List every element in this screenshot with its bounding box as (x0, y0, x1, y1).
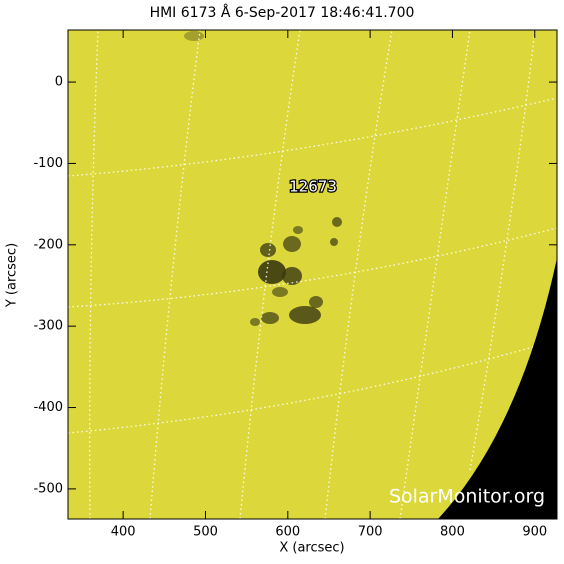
y-tick-label: 0 (55, 75, 63, 90)
x-tick-label: 900 (522, 525, 547, 540)
off-disk-space (438, 258, 557, 519)
x-tick-label: 800 (440, 525, 465, 540)
x-tick-label: 600 (275, 525, 300, 540)
chart-title: HMI 6173 Å 6-Sep-2017 18:46:41.700 (150, 4, 415, 21)
plot-frame (67, 29, 558, 520)
x-axis-label: X (arcsec) (279, 541, 344, 556)
x-tick-label: 500 (193, 525, 218, 540)
y-axis-label: Y (arcsec) (5, 243, 20, 308)
y-tick-label: -300 (33, 319, 63, 334)
y-tick-label: -400 (33, 400, 63, 415)
y-tick-label: -500 (33, 481, 63, 496)
coordinate-grid (67, 29, 558, 520)
sunspots (184, 31, 342, 326)
y-tick-label: -200 (33, 237, 63, 252)
watermark: SolarMonitor.org (389, 486, 545, 508)
region-label: 12673 (289, 178, 337, 196)
solar-disk-image (68, 30, 557, 519)
y-tick-label: -100 (33, 156, 63, 171)
x-tick-label: 400 (111, 525, 136, 540)
x-tick-label: 700 (358, 525, 383, 540)
